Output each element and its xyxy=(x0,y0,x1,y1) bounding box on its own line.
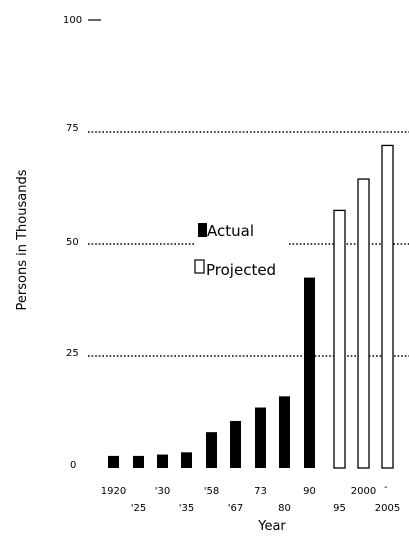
y-tick-label-100: 100 xyxy=(63,15,82,26)
x-tick-label-7: 80 xyxy=(278,503,291,514)
x-tick-label-3: '35 xyxy=(179,503,194,514)
bar-actual-1 xyxy=(133,455,144,468)
y-tick-label-75: 75 xyxy=(66,123,79,134)
legend-label-projected: Projected xyxy=(206,261,276,279)
legend: Actual Projected xyxy=(194,222,276,279)
y-axis-ticks: 100 75 50 25 0 xyxy=(63,15,101,471)
y-axis-title: Persons in Thousands xyxy=(15,169,30,310)
bar-actual-5 xyxy=(230,420,241,468)
x-tick-label-11: 2005 xyxy=(375,503,400,514)
bar-actual-4 xyxy=(206,432,217,468)
x-tick-label-8: 90 xyxy=(303,486,316,497)
bar-projected-9 xyxy=(333,209,346,469)
x-axis-extra-mark: - xyxy=(384,482,388,493)
y-tick-label-25: 25 xyxy=(66,348,79,359)
x-axis-ticks: 1920 '25 '30 '35 '58 '67 73 80 90 95 2000 2005 xyxy=(101,486,400,514)
bar-actual-6 xyxy=(255,407,266,468)
bars xyxy=(108,144,394,469)
legend-label-actual: Actual xyxy=(207,222,254,240)
y-tick-label-0: 0 xyxy=(70,460,76,471)
bar-actual-0 xyxy=(108,455,119,468)
x-axis-title: Year xyxy=(257,519,286,534)
x-tick-label-10: 2000 xyxy=(351,486,376,497)
bar-actual-3 xyxy=(181,452,192,468)
bar-projected-10 xyxy=(357,178,370,469)
legend-swatch-projected xyxy=(194,259,205,274)
legend-swatch-actual xyxy=(198,223,207,237)
x-tick-label-4: '58 xyxy=(204,486,219,497)
gridlines xyxy=(88,131,409,357)
x-tick-label-0: 1920 xyxy=(101,486,126,497)
x-tick-label-1: '25 xyxy=(131,503,146,514)
bar-actual-8 xyxy=(304,277,315,468)
bar-actual-2 xyxy=(157,454,168,468)
x-tick-label-2: '30 xyxy=(155,486,170,497)
x-tick-label-6: 73 xyxy=(254,486,267,497)
bar-projected-11 xyxy=(381,144,394,469)
bar-actual-7 xyxy=(279,396,290,468)
y-tick-label-50: 50 xyxy=(66,237,79,248)
x-tick-label-5: '67 xyxy=(228,503,243,514)
x-tick-label-9: 95 xyxy=(333,503,346,514)
